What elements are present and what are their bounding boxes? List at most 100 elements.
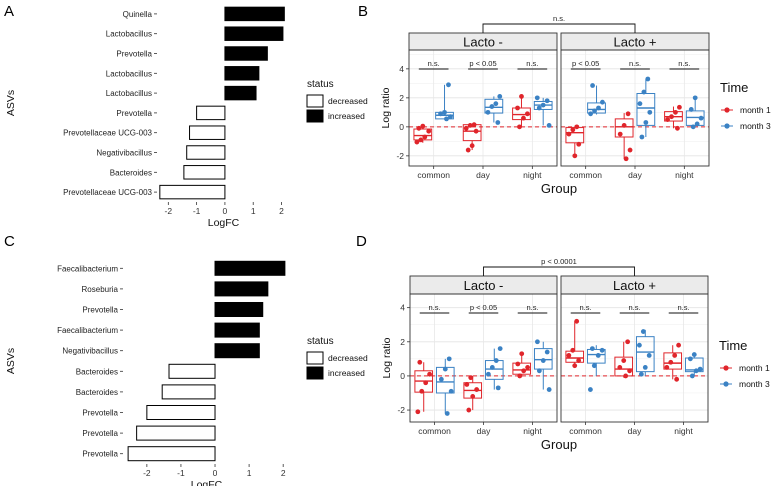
x-tick-label: night xyxy=(523,170,542,180)
y-tick-label: 2 xyxy=(400,337,405,347)
data-point xyxy=(546,387,552,392)
bar-9 xyxy=(183,165,226,180)
legend-title: status xyxy=(307,79,334,90)
data-point xyxy=(420,123,426,129)
data-point xyxy=(422,134,428,140)
data-point xyxy=(643,120,649,125)
data-point xyxy=(486,371,491,377)
data-point xyxy=(489,104,495,109)
box-5 xyxy=(512,362,532,375)
data-point xyxy=(669,114,674,120)
data-point xyxy=(677,104,682,110)
bar-7 xyxy=(189,125,226,140)
data-point xyxy=(688,107,694,112)
bar-4 xyxy=(214,322,260,338)
data-point xyxy=(595,353,601,358)
data-point xyxy=(417,359,423,365)
bar-3 xyxy=(224,46,268,61)
category-label: Bacteroides xyxy=(110,168,152,177)
y-axis-title: Log ratio xyxy=(381,337,393,378)
x-tick-label: common xyxy=(418,426,451,436)
category-label: Negativibacillus xyxy=(62,347,118,356)
category-label: Prevotella xyxy=(116,50,152,59)
between-facets-bracket xyxy=(482,23,636,33)
y-axis-title: ASVs xyxy=(5,348,17,374)
bar-8 xyxy=(186,145,226,160)
category-label: Negativibacillus xyxy=(96,149,152,158)
legend-entry-2: month 3 xyxy=(740,121,771,131)
data-point xyxy=(592,108,597,114)
data-point xyxy=(525,111,530,117)
category-label: Faecalibacterium xyxy=(57,264,118,273)
data-point xyxy=(589,346,595,352)
panel-letter-b: B xyxy=(358,3,368,20)
legend-key-point xyxy=(724,123,730,129)
x-tick-label: -2 xyxy=(165,206,173,216)
category-label: Faecalibacterium xyxy=(57,326,118,335)
data-point xyxy=(570,127,576,133)
y-tick-label: 0 xyxy=(399,122,404,132)
bar-5 xyxy=(224,85,257,101)
legend-key-point xyxy=(723,365,729,371)
facet-label: Lacto - xyxy=(464,278,504,293)
significance-label: n.s. xyxy=(428,303,440,312)
data-point xyxy=(493,358,499,363)
legend-entry-increased: increased xyxy=(328,111,365,121)
bar-7 xyxy=(161,384,216,400)
data-point xyxy=(645,76,651,82)
facet-label: Lacto + xyxy=(613,278,656,293)
data-point xyxy=(546,123,552,128)
panel-letter-a: A xyxy=(4,3,14,20)
x-axis-title: LogFC xyxy=(208,217,240,229)
data-point xyxy=(668,359,674,365)
data-point xyxy=(588,387,593,392)
data-point xyxy=(438,376,444,382)
x-axis-title: LogFC xyxy=(191,479,223,486)
data-point xyxy=(485,109,491,115)
legend-entry-1: month 1 xyxy=(740,105,771,115)
data-point xyxy=(623,156,629,162)
facet-label: Lacto + xyxy=(613,35,656,50)
data-point xyxy=(517,373,523,379)
data-point xyxy=(687,356,693,362)
data-point xyxy=(489,364,495,370)
significance-label: p < 0.05 xyxy=(572,59,599,68)
box-12 xyxy=(685,110,705,126)
category-label: Lactobacillus xyxy=(106,30,152,39)
bar-5 xyxy=(214,343,260,359)
box-10 xyxy=(635,336,655,373)
data-point xyxy=(474,387,480,392)
bar-10 xyxy=(159,184,226,200)
data-point xyxy=(665,117,670,122)
bar-1 xyxy=(214,260,286,276)
x-tick-label: common xyxy=(417,170,450,180)
data-point xyxy=(674,376,680,382)
legend-title: Time xyxy=(720,80,748,95)
data-point xyxy=(664,364,670,370)
significance-label: n.s. xyxy=(526,59,538,68)
data-point xyxy=(691,352,697,357)
x-tick-label: common xyxy=(569,170,602,180)
data-point xyxy=(418,137,424,143)
data-point xyxy=(588,111,593,117)
x-tick-label: -1 xyxy=(177,468,185,478)
x-tick-label: 1 xyxy=(251,206,256,216)
bar-9 xyxy=(136,425,216,441)
data-point xyxy=(446,356,452,362)
y-tick-label: 4 xyxy=(400,303,405,313)
x-tick-label: -2 xyxy=(143,468,151,478)
data-point xyxy=(640,329,646,334)
x-tick-label: 0 xyxy=(213,468,218,478)
data-point xyxy=(627,368,632,374)
data-point xyxy=(698,115,704,121)
data-point xyxy=(574,124,580,130)
significance-label: n.s. xyxy=(526,303,538,312)
data-point xyxy=(470,394,476,399)
panel-letter-c: C xyxy=(4,233,15,250)
data-point xyxy=(625,111,631,117)
legend-title: status xyxy=(307,336,334,347)
bar-6 xyxy=(168,363,216,379)
data-point xyxy=(623,373,629,379)
data-point xyxy=(639,134,645,140)
data-point xyxy=(495,120,501,125)
